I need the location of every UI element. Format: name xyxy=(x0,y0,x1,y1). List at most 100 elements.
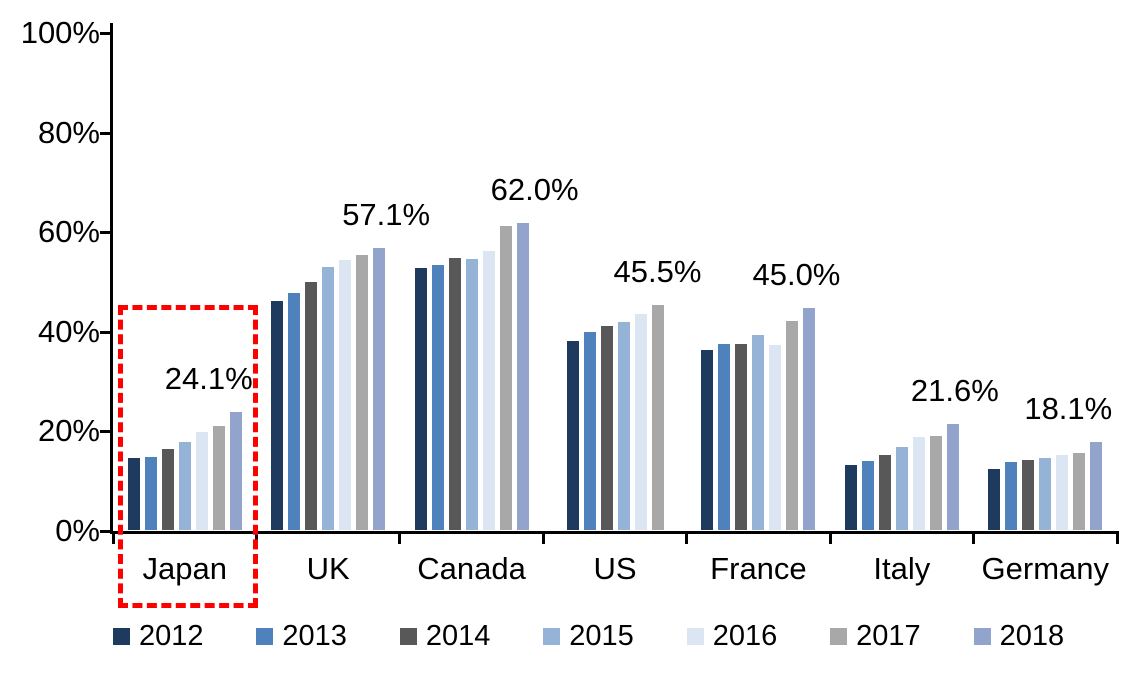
x-tick xyxy=(1115,531,1119,544)
x-tick xyxy=(398,531,402,544)
category-label-germany: Germany xyxy=(981,551,1110,586)
bar-2013-germany xyxy=(1004,460,1019,531)
data-label-canada: 62.0% xyxy=(490,172,579,208)
bar-2017-france xyxy=(785,319,800,531)
bar-2016-italy xyxy=(911,435,926,531)
bar-2014-uk xyxy=(304,281,319,531)
bar-2013-france xyxy=(717,342,732,531)
y-tick-label: 40% xyxy=(37,313,100,349)
bar-2017-italy xyxy=(928,435,943,531)
x-tick xyxy=(828,531,832,544)
bar-2015-france xyxy=(751,334,766,531)
legend-item-2015: 2015 xyxy=(543,622,634,651)
bar-2015-japan xyxy=(177,440,192,531)
bar-2017-uk xyxy=(355,253,370,531)
category-label-us: US xyxy=(593,551,637,586)
bar-2017-germany xyxy=(1072,451,1087,531)
legend-label-2012: 2012 xyxy=(139,620,204,652)
bar-2013-canada xyxy=(430,264,445,531)
legend-swatch-2014 xyxy=(399,628,417,645)
y-axis-line xyxy=(110,23,113,534)
y-tick xyxy=(100,32,113,35)
bar-2012-italy xyxy=(843,463,858,531)
bar-2017-us xyxy=(650,304,665,531)
bar-2014-japan xyxy=(160,447,175,531)
x-tick xyxy=(541,531,545,544)
x-tick xyxy=(254,531,258,544)
bar-2016-france xyxy=(768,344,783,531)
legend-label-2014: 2014 xyxy=(425,620,491,652)
bar-2012-uk xyxy=(270,300,285,531)
y-tick-label: 0% xyxy=(55,513,100,548)
legend-item-2017: 2017 xyxy=(830,622,921,651)
y-tick xyxy=(100,131,113,135)
bar-2013-us xyxy=(582,330,597,531)
data-label-us: 45.5% xyxy=(613,254,702,290)
bar-2012-us xyxy=(565,339,580,531)
bar-2016-uk xyxy=(338,258,353,531)
y-tick xyxy=(100,231,113,235)
bar-2016-japan xyxy=(194,431,209,531)
bar-2014-canada xyxy=(447,256,462,531)
legend-item-2018: 2018 xyxy=(973,620,1065,652)
category-label-japan: Japan xyxy=(142,551,227,586)
legend-item-2016: 2016 xyxy=(686,620,778,652)
x-tick xyxy=(972,531,976,544)
legend-swatch-2012 xyxy=(113,628,130,645)
bar-2012-japan xyxy=(126,456,141,531)
bar-2015-canada xyxy=(464,257,479,531)
data-label-france: 45.0% xyxy=(752,256,841,292)
legend-swatch-2013 xyxy=(256,628,274,645)
bar-2012-canada xyxy=(413,267,428,531)
bar-2017-canada xyxy=(498,225,513,531)
x-axis-line xyxy=(110,531,1117,534)
bar-2017-japan xyxy=(211,425,226,531)
bar-2018-france xyxy=(802,306,817,531)
legend-label-2013: 2013 xyxy=(282,620,347,652)
bar-2014-us xyxy=(599,325,614,531)
y-tick xyxy=(100,330,113,334)
bar-2018-uk xyxy=(372,246,387,531)
bar-2013-italy xyxy=(860,460,875,531)
category-label-canada: Canada xyxy=(417,551,526,586)
bar-2018-italy xyxy=(945,423,960,531)
category-label-france: France xyxy=(710,551,807,586)
bar-2015-us xyxy=(616,320,631,531)
bar-2016-canada xyxy=(481,249,496,531)
category-label-italy: Italy xyxy=(873,551,931,586)
bar-2016-us xyxy=(633,313,648,531)
bar-2015-germany xyxy=(1038,456,1053,531)
bar-2014-italy xyxy=(877,453,892,531)
data-label-germany: 18.1% xyxy=(1024,390,1113,426)
bar-2012-germany xyxy=(987,467,1002,531)
legend-swatch-2016 xyxy=(686,628,704,645)
y-tick-label: 20% xyxy=(37,413,100,449)
bar-2012-france xyxy=(700,348,715,531)
legend-label-2017: 2017 xyxy=(856,620,921,652)
bar-2018-canada xyxy=(515,222,530,531)
legend-item-2014: 2014 xyxy=(399,620,491,652)
legend-item-2012: 2012 xyxy=(113,622,204,651)
bar-2015-italy xyxy=(894,445,909,531)
bar-2014-france xyxy=(734,343,749,531)
category-label-uk: UK xyxy=(306,551,350,586)
legend-swatch-2015 xyxy=(543,628,561,645)
data-label-japan: 24.1% xyxy=(164,360,253,396)
data-label-italy: 21.6% xyxy=(910,373,999,409)
y-tick-label: 100% xyxy=(20,15,100,50)
legend-label-2018: 2018 xyxy=(999,620,1065,652)
bar-2014-germany xyxy=(1021,458,1036,531)
bar-2018-germany xyxy=(1089,440,1104,531)
bar-2018-japan xyxy=(228,410,243,531)
y-tick xyxy=(100,430,113,434)
legend-item-2013: 2013 xyxy=(256,622,347,651)
x-tick xyxy=(111,531,115,544)
y-tick-label: 60% xyxy=(37,214,100,250)
bar-2013-uk xyxy=(287,291,302,531)
legend-label-2016: 2016 xyxy=(712,620,778,652)
y-tick xyxy=(100,530,113,533)
y-tick-label: 80% xyxy=(37,114,100,150)
legend-label-2015: 2015 xyxy=(569,620,634,652)
bar-2015-uk xyxy=(321,265,336,531)
